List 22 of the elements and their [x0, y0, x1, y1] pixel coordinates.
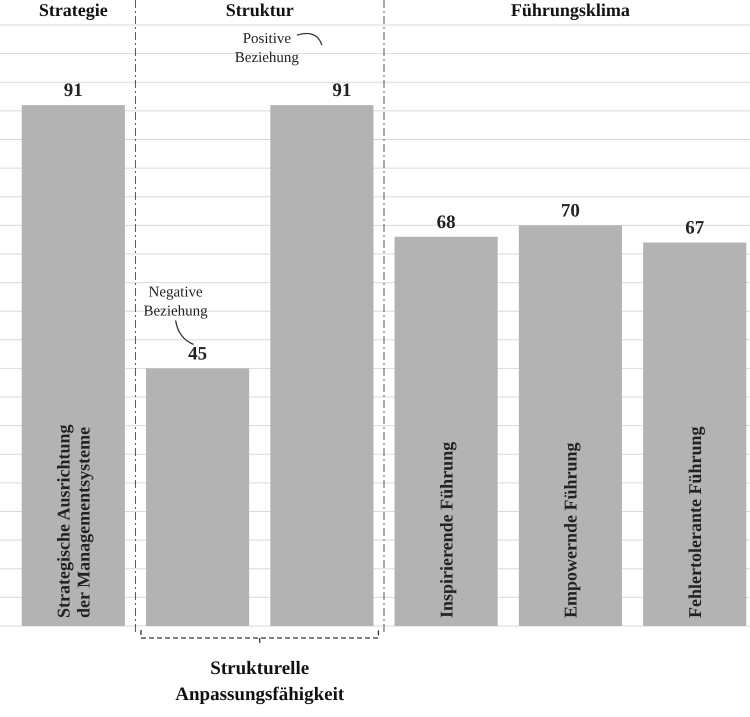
data-label: 70: [560, 200, 580, 222]
text: Strategie: [38, 0, 108, 20]
bar: [22, 105, 125, 626]
text: Führungsklima: [510, 0, 630, 20]
data-label: 68: [436, 212, 456, 233]
x-tick-label: Inspirierende Führung: [436, 442, 456, 618]
x-tick-label: Fehlertolerante Führung: [684, 426, 705, 618]
bar: [643, 242, 746, 626]
data-label: 67: [685, 218, 705, 239]
annotation: Positive Beziehung: [234, 31, 300, 66]
text: Strukturelle Anpassungsfähigkeit: [175, 658, 345, 705]
data-label: 91: [332, 80, 352, 102]
bar: [146, 368, 250, 626]
text: Struktur: [226, 0, 294, 20]
bar: [270, 105, 374, 626]
annotation: Negative Beziehung: [144, 284, 208, 320]
bar: [394, 236, 498, 626]
bar: [518, 225, 622, 626]
x-tick-label: Strategische Ausrichtung der Managementsysteme: [54, 424, 94, 618]
data-label: 45: [188, 343, 208, 364]
x-tick-label: Empowernde Führung: [560, 442, 581, 618]
data-label: 91: [64, 80, 83, 102]
